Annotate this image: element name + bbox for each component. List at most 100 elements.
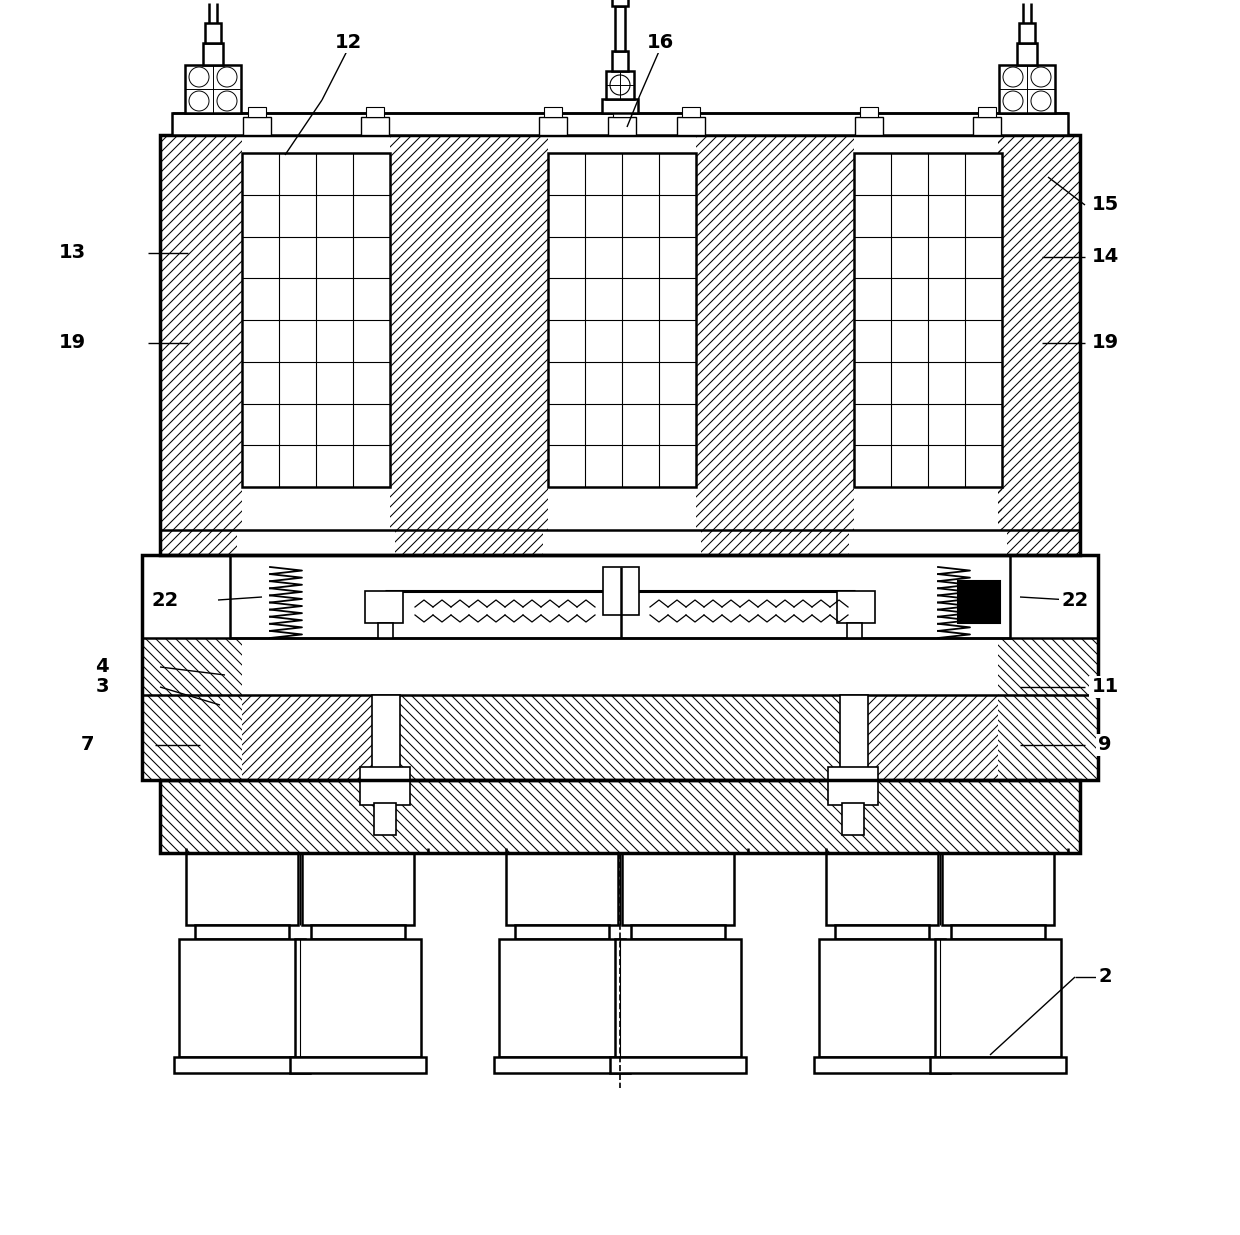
Bar (861, 107, 878, 117)
Bar (143, 638, 242, 695)
Bar (839, 695, 868, 769)
Bar (608, 117, 636, 135)
Bar (858, 695, 998, 781)
Bar (506, 853, 618, 925)
Text: 19: 19 (58, 333, 86, 352)
Bar (998, 135, 1002, 555)
Bar (548, 153, 696, 487)
Bar (973, 117, 1001, 135)
Bar (613, 0, 627, 6)
Bar (303, 853, 414, 925)
Bar (849, 530, 1007, 555)
Bar (203, 43, 223, 65)
Bar (959, 580, 999, 622)
Text: 19: 19 (1091, 333, 1118, 352)
Bar (172, 112, 1068, 135)
Bar (837, 592, 875, 622)
Bar (366, 107, 384, 117)
Bar (382, 695, 858, 781)
Bar (1019, 23, 1035, 43)
Bar (229, 555, 1011, 638)
Bar (601, 99, 639, 112)
Bar (998, 638, 1097, 695)
Bar (248, 107, 267, 117)
Bar (372, 695, 401, 769)
Bar (295, 939, 422, 1057)
Bar (160, 135, 1080, 555)
Bar (613, 107, 631, 117)
Text: 4: 4 (95, 657, 109, 677)
Bar (290, 1057, 427, 1073)
Bar (391, 135, 548, 555)
Bar (856, 117, 883, 135)
Bar (835, 925, 929, 939)
Text: 7: 7 (82, 736, 94, 755)
Bar (826, 853, 937, 925)
Bar (615, 6, 625, 51)
Bar (935, 939, 1061, 1057)
Circle shape (1030, 91, 1052, 111)
Circle shape (610, 75, 630, 95)
Bar (160, 781, 1080, 853)
Bar (160, 135, 242, 555)
Bar (160, 781, 1080, 853)
Bar (682, 107, 701, 117)
Bar (160, 135, 1080, 555)
Circle shape (188, 67, 210, 86)
Bar (242, 695, 382, 781)
Text: 9: 9 (1099, 736, 1112, 755)
Bar (1017, 43, 1037, 65)
Text: 16: 16 (646, 32, 673, 52)
Bar (930, 1057, 1066, 1073)
Bar (311, 925, 405, 939)
Text: 3: 3 (95, 678, 109, 697)
Text: 13: 13 (58, 243, 86, 263)
Bar (143, 555, 1097, 781)
Bar (998, 695, 1097, 781)
Bar (195, 925, 289, 939)
Text: 14: 14 (1091, 247, 1118, 267)
Bar (186, 853, 298, 925)
Text: 2: 2 (1099, 967, 1112, 987)
Bar (613, 51, 627, 70)
Bar (942, 853, 1054, 925)
Bar (179, 939, 305, 1057)
Bar (174, 1057, 310, 1073)
Bar (242, 153, 391, 487)
Bar (999, 65, 1055, 112)
Bar (365, 592, 403, 622)
Bar (622, 853, 734, 925)
Bar (998, 135, 1080, 555)
Bar (143, 555, 1097, 781)
Bar (615, 939, 742, 1057)
Bar (185, 65, 241, 112)
Circle shape (217, 67, 237, 86)
Circle shape (188, 91, 210, 111)
Bar (677, 117, 706, 135)
Bar (828, 767, 878, 805)
Bar (818, 939, 945, 1057)
Text: 12: 12 (335, 32, 362, 52)
Bar (361, 117, 389, 135)
Bar (543, 530, 701, 555)
Bar (847, 622, 862, 638)
Bar (544, 107, 562, 117)
Bar (360, 767, 410, 805)
Bar (842, 803, 864, 835)
Bar (978, 107, 996, 117)
Text: 22: 22 (1061, 590, 1089, 610)
Bar (606, 70, 634, 99)
Circle shape (1003, 91, 1023, 111)
Bar (494, 1057, 630, 1073)
Bar (951, 925, 1045, 939)
Bar (603, 567, 639, 615)
Circle shape (217, 91, 237, 111)
Bar (515, 925, 609, 939)
Text: 11: 11 (1091, 678, 1118, 697)
Bar (374, 803, 396, 835)
Bar (631, 925, 725, 939)
Bar (854, 153, 1002, 487)
Bar (378, 622, 393, 638)
Bar (696, 135, 854, 555)
Bar (237, 530, 396, 555)
